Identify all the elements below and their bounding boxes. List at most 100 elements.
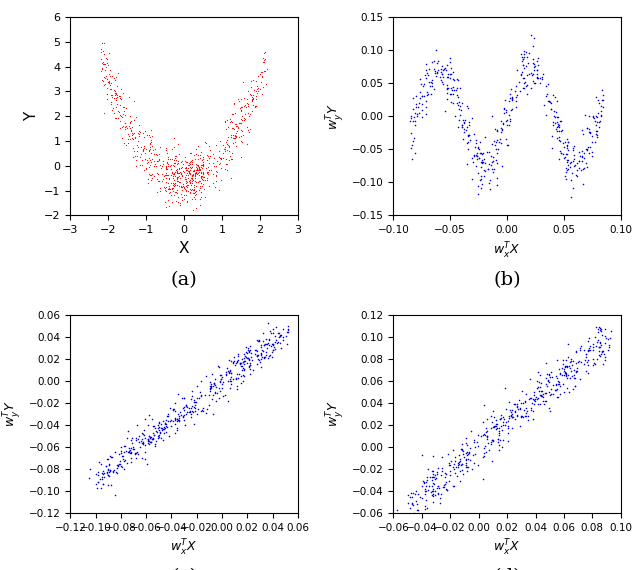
Point <box>252 352 262 361</box>
Point <box>604 343 614 352</box>
Point <box>408 93 419 103</box>
Point <box>572 158 582 167</box>
Point <box>236 115 246 124</box>
Point <box>216 374 226 384</box>
Point <box>537 73 547 82</box>
Point <box>189 401 200 410</box>
Point <box>209 378 220 387</box>
Point <box>163 154 173 164</box>
Point <box>217 372 227 381</box>
Point <box>230 132 241 141</box>
Point <box>137 454 147 463</box>
Point <box>167 168 177 177</box>
Point <box>537 387 547 396</box>
Point <box>231 132 241 141</box>
Point <box>180 181 191 190</box>
Point <box>234 133 244 142</box>
Point <box>477 158 488 167</box>
Point <box>500 404 511 413</box>
Point <box>164 431 174 441</box>
Point <box>115 94 125 103</box>
Point <box>145 143 155 152</box>
Point <box>195 177 205 186</box>
Point <box>125 126 136 135</box>
Point <box>440 470 451 479</box>
Point <box>129 116 139 125</box>
Point <box>195 162 205 172</box>
Point <box>534 378 544 387</box>
Point <box>594 98 604 107</box>
Point <box>248 93 258 103</box>
Point <box>210 183 220 192</box>
Point <box>116 442 127 451</box>
Point <box>174 169 184 178</box>
Point <box>165 404 175 413</box>
Point <box>528 70 538 79</box>
Point <box>118 103 129 112</box>
Point <box>195 181 205 190</box>
Point <box>483 438 493 447</box>
Point <box>566 157 576 166</box>
Point <box>563 156 573 165</box>
Point <box>164 175 175 184</box>
Point <box>106 71 116 80</box>
Point <box>257 78 267 87</box>
Point <box>232 123 243 132</box>
Point <box>214 377 225 386</box>
Point <box>532 56 543 66</box>
Point <box>253 355 263 364</box>
Point <box>264 335 274 344</box>
Point <box>129 128 139 137</box>
Point <box>283 324 293 333</box>
Point <box>463 131 474 140</box>
Point <box>467 174 477 183</box>
Point <box>482 427 492 436</box>
Point <box>134 431 145 441</box>
Point <box>175 408 185 417</box>
Point <box>179 179 189 188</box>
Point <box>523 416 533 425</box>
Point <box>138 429 148 438</box>
Point <box>415 74 426 83</box>
Point <box>220 117 230 127</box>
Point <box>224 142 234 152</box>
Point <box>278 324 289 333</box>
Point <box>561 356 572 365</box>
Point <box>484 178 494 187</box>
Point <box>215 137 225 146</box>
X-axis label: $w_x^T X$: $w_x^T X$ <box>170 538 198 559</box>
Point <box>527 70 537 79</box>
Point <box>252 347 262 356</box>
Point <box>549 111 559 120</box>
Point <box>198 157 209 166</box>
Point <box>140 127 150 136</box>
Point <box>412 499 422 508</box>
Point <box>417 112 428 121</box>
Point <box>544 369 554 378</box>
Point <box>435 498 445 507</box>
Point <box>480 159 490 168</box>
Point <box>126 133 136 142</box>
Point <box>216 175 227 184</box>
Point <box>463 462 473 471</box>
Point <box>236 152 246 161</box>
Point <box>568 144 579 153</box>
Point <box>170 181 180 190</box>
Point <box>538 397 548 406</box>
Point <box>417 100 427 109</box>
Point <box>472 189 483 198</box>
Point <box>452 91 462 100</box>
Point <box>97 469 107 478</box>
Point <box>410 121 420 130</box>
Point <box>505 406 515 415</box>
Point <box>163 153 173 162</box>
Point <box>184 176 194 185</box>
Point <box>405 116 415 125</box>
Point <box>421 486 431 495</box>
Point <box>479 133 490 142</box>
Point <box>516 411 527 420</box>
Point <box>205 146 215 155</box>
Point <box>189 406 200 416</box>
Point <box>454 105 464 114</box>
Point <box>198 161 208 170</box>
